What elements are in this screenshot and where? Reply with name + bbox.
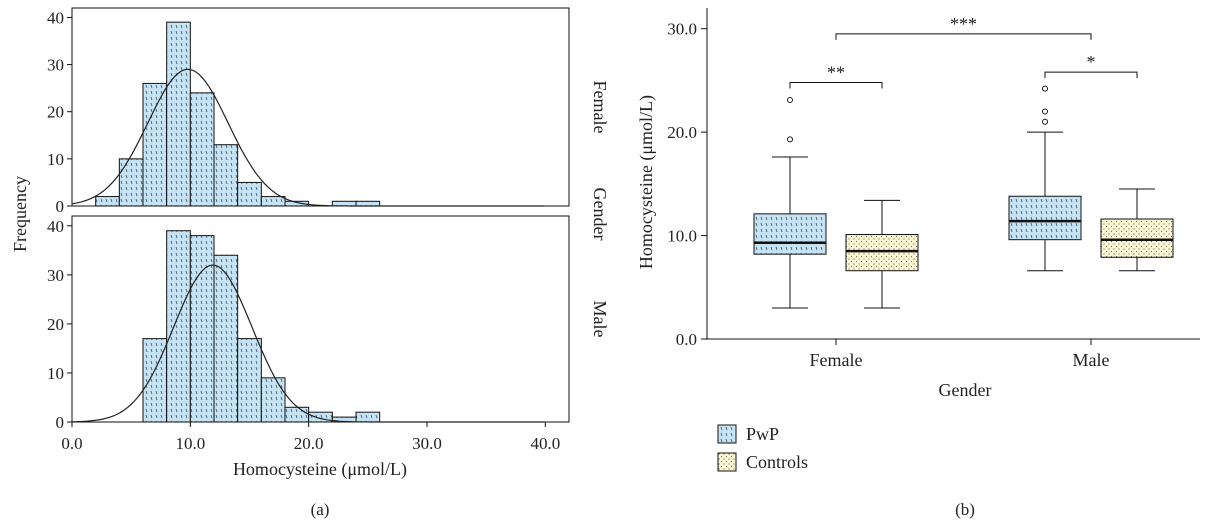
panel-a-ylabel: Frequency [10, 176, 30, 252]
box-iqr [1008, 195, 1082, 241]
x-tick-label: 0.0 [61, 434, 82, 453]
normal-curve-female [71, 68, 545, 207]
bracket-line [1044, 71, 1138, 79]
box-iqr [845, 234, 919, 272]
y-tick-label: 10 [47, 364, 64, 383]
hist-bar [213, 144, 239, 207]
y-tick-label: 10.0 [667, 227, 697, 246]
bracket: * [1044, 52, 1138, 79]
y-tick-label: 0 [56, 413, 65, 432]
hist-bar [166, 21, 191, 207]
hist-bar [237, 338, 262, 423]
legend-swatch-pwp [717, 424, 737, 444]
y-tick-label: 20.0 [667, 123, 697, 142]
hist-bar [213, 254, 239, 423]
legend: PwP Controls [717, 424, 808, 472]
y-tick-label: 0 [56, 197, 65, 216]
hist-bar [284, 200, 310, 207]
hist-bar [260, 377, 286, 423]
y-tick-label: 40 [47, 8, 64, 27]
bracket: ** [789, 62, 883, 89]
hist-bar [355, 411, 381, 423]
hist-bar [95, 196, 120, 207]
x-tick-label: 40.0 [530, 434, 560, 453]
outlier [1042, 118, 1048, 125]
y-tick-label: 30.0 [667, 20, 697, 39]
bracket: *** [835, 14, 1092, 40]
hist-bar [260, 196, 286, 207]
hist-bar [142, 82, 168, 207]
x-tick-label: 30.0 [412, 434, 442, 453]
hist-bar [118, 158, 144, 207]
y-tick-label: 30 [47, 266, 64, 285]
box-female-controls [845, 199, 919, 309]
box-iqr [1100, 218, 1174, 258]
box-female-pwp [753, 97, 827, 309]
facet-label-female: Female [590, 81, 610, 134]
bracket-label: ** [827, 62, 845, 82]
hist-bar [189, 92, 215, 207]
panel-a-caption: (a) [311, 500, 330, 519]
panel-b-xlabel: Gender [939, 380, 992, 400]
legend-label-pwp: PwP [746, 424, 779, 444]
box-male-controls [1100, 188, 1174, 272]
facet-title-gender: Gender [590, 188, 610, 241]
box-male-pwp [1008, 85, 1082, 272]
significance-brackets: ****** [789, 14, 1138, 89]
boxplots [753, 85, 1174, 309]
x-tick-label: Male [1073, 350, 1110, 370]
outlier [787, 97, 793, 104]
x-tick-label: 10.0 [175, 434, 205, 453]
hist-bar [189, 235, 215, 423]
y-tick-label: 20 [47, 315, 64, 334]
bracket-line [835, 33, 1092, 40]
hist-bar [237, 181, 262, 207]
histogram-female [95, 21, 381, 207]
outlier [1042, 85, 1048, 92]
bracket-label: * [1087, 52, 1096, 72]
outlier [1042, 108, 1048, 115]
histogram-male [142, 230, 381, 423]
normal-curves [71, 68, 545, 423]
facet-label-male: Male [590, 301, 610, 338]
panel-b-ylabel: Homocysteine (μmol/L) [636, 95, 657, 269]
normal-curve-male [71, 264, 545, 423]
legend-swatch-controls [717, 452, 737, 472]
y-tick-label: 0.0 [676, 330, 697, 349]
y-tick-label: 40 [47, 217, 64, 236]
box-iqr [753, 213, 827, 255]
hist-bar [284, 406, 310, 423]
bracket-line [789, 81, 883, 89]
panel-b-caption: (b) [955, 500, 975, 519]
panel-a-xlabel: Homocysteine (μmol/L) [233, 459, 407, 480]
y-tick-label: 10 [47, 150, 64, 169]
x-tick-label: Female [810, 350, 863, 370]
y-tick-label: 20 [47, 103, 64, 122]
panel-b-axes: 0.0 10.0 20.0 30.0 Female Male [667, 8, 1200, 370]
x-tick-label: 20.0 [294, 434, 324, 453]
y-tick-label: 30 [47, 56, 64, 75]
outlier [787, 136, 793, 143]
hist-bar [166, 230, 191, 423]
hist-bar [355, 200, 381, 207]
legend-label-controls: Controls [746, 452, 808, 472]
bracket-label: *** [950, 14, 977, 34]
